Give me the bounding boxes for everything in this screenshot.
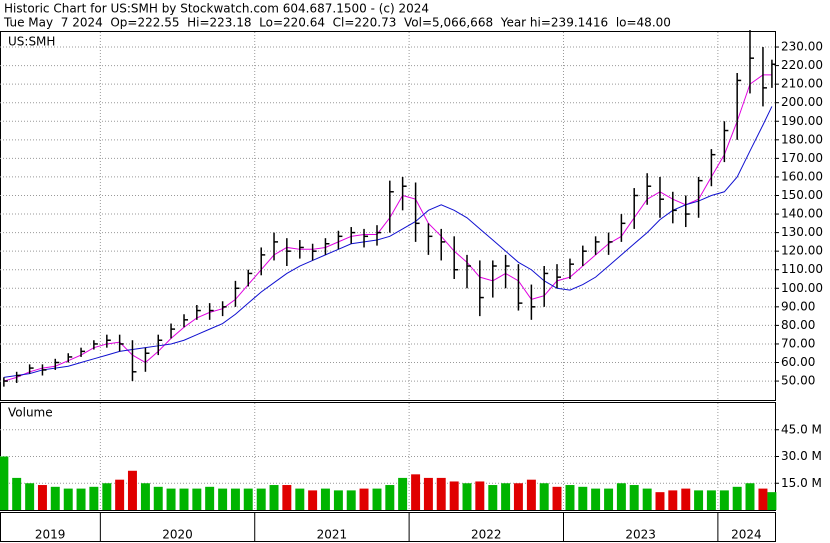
y-tick-label: 100.00 xyxy=(781,281,823,295)
y-tick-label: 170.00 xyxy=(781,151,823,165)
volume-bar xyxy=(12,477,22,510)
y-tick-label: 120.00 xyxy=(781,244,823,258)
volume-bar xyxy=(539,483,549,510)
volume-bar xyxy=(127,470,137,510)
y-tick-label: 230.00 xyxy=(781,40,823,54)
volume-bar xyxy=(488,485,498,510)
y-tick-label: 220.00 xyxy=(781,58,823,72)
volume-bar xyxy=(642,488,652,510)
volume-bar xyxy=(501,483,511,510)
volume-bar xyxy=(462,483,472,510)
volume-bar xyxy=(758,488,768,510)
volume-bar xyxy=(449,481,459,510)
volume-bar xyxy=(166,488,176,510)
volume-bar xyxy=(140,483,150,510)
volume-label: Volume xyxy=(8,406,53,420)
volume-bar xyxy=(37,485,47,510)
volume-bar xyxy=(50,486,60,510)
quote-line: Tue May 7 2024 Op=222.55 Hi=223.18 Lo=22… xyxy=(3,16,671,30)
volume-bar xyxy=(526,479,536,510)
volume-bar xyxy=(668,490,678,510)
y-tick-label: 70.00 xyxy=(781,336,815,350)
volume-bar xyxy=(591,488,601,510)
volume-bar xyxy=(359,488,369,510)
volume-bar xyxy=(475,481,485,510)
volume-bar xyxy=(256,488,266,510)
x-tick-label: 2022 xyxy=(471,528,502,542)
volume-bar xyxy=(436,477,446,510)
volume-bar xyxy=(89,486,99,510)
volume-bar xyxy=(552,486,562,510)
volume-bar xyxy=(604,488,614,510)
volume-bar xyxy=(282,485,292,510)
symbol-label: US:SMH xyxy=(8,35,55,49)
y-tick-label: 80.00 xyxy=(781,318,815,332)
volume-bar xyxy=(578,486,588,510)
y-tick-label: 140.00 xyxy=(781,207,823,221)
volume-bar xyxy=(719,490,729,510)
volume-bar xyxy=(115,479,125,510)
volume-bar xyxy=(0,456,9,510)
volume-bar xyxy=(308,490,318,510)
price-panel xyxy=(0,31,776,401)
date-axis xyxy=(0,512,776,542)
x-tick-label: 2020 xyxy=(162,528,193,542)
y-tick-label: 60.00 xyxy=(781,355,815,369)
volume-bar xyxy=(706,490,716,510)
y-tick-label: 180.00 xyxy=(781,132,823,146)
volume-bar xyxy=(333,490,343,510)
volume-bar xyxy=(423,477,433,510)
y-tick-label: 90.00 xyxy=(781,299,815,313)
volume-bar xyxy=(745,483,755,510)
volume-bar xyxy=(192,488,202,510)
y-tick-label: 150.00 xyxy=(781,188,823,202)
x-tick-label: 2019 xyxy=(35,528,66,542)
volume-bar xyxy=(179,488,189,510)
volume-bar xyxy=(25,483,35,510)
volume-bar xyxy=(411,474,421,510)
y-tick-label: 160.00 xyxy=(781,169,823,183)
volume-bar xyxy=(629,485,639,510)
volume-bar xyxy=(372,488,382,510)
chart-title: Historic Chart for US:SMH by Stockwatch.… xyxy=(4,2,429,16)
volume-bar xyxy=(76,488,86,510)
volume-bar xyxy=(565,485,575,510)
x-tick-label: 2024 xyxy=(731,528,762,542)
volume-bar xyxy=(269,485,279,510)
volume-bar xyxy=(385,485,395,510)
volume-bar xyxy=(243,488,253,510)
volume-bar xyxy=(153,486,163,510)
volume-bar xyxy=(616,483,626,510)
y-tick-label: 130.00 xyxy=(781,225,823,239)
volume-bar xyxy=(694,490,704,510)
volume-bar xyxy=(732,486,742,510)
y-tick-label: 110.00 xyxy=(781,262,823,276)
volume-tick-label: 45.0 M xyxy=(781,422,822,436)
volume-bar xyxy=(655,492,665,510)
volume-bar xyxy=(513,483,523,510)
y-tick-label: 210.00 xyxy=(781,77,823,91)
x-tick-label: 2021 xyxy=(317,528,348,542)
volume-bar xyxy=(63,488,73,510)
volume-bar xyxy=(102,483,112,510)
volume-bar xyxy=(320,488,330,510)
y-tick-label: 50.00 xyxy=(781,374,815,388)
volume-bar xyxy=(681,488,691,510)
y-tick-label: 200.00 xyxy=(781,95,823,109)
volume-bar xyxy=(346,490,356,510)
y-tick-label: 190.00 xyxy=(781,114,823,128)
volume-bar xyxy=(205,486,215,510)
volume-bar xyxy=(218,488,228,510)
volume-tick-label: 30.0 M xyxy=(781,449,822,463)
volume-bar xyxy=(767,492,777,510)
x-tick-label: 2023 xyxy=(625,528,656,542)
volume-bar xyxy=(398,477,408,510)
volume-bar xyxy=(230,488,240,510)
volume-tick-label: 15.0 M xyxy=(781,476,822,490)
volume-bar xyxy=(295,488,305,510)
